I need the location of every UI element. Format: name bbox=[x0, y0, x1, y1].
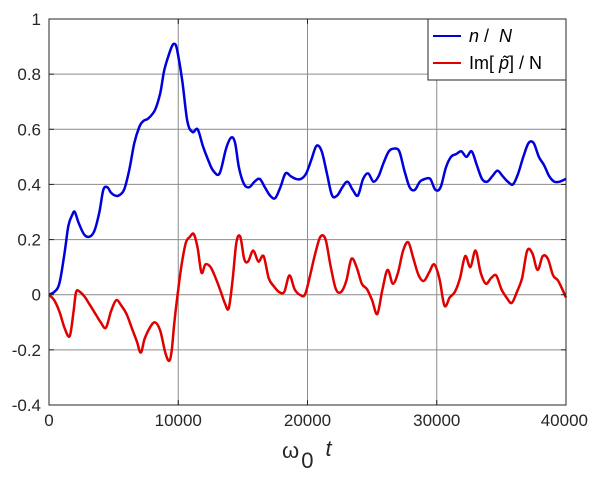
legend-box bbox=[427, 18, 567, 81]
x-tick-label: 30000 bbox=[413, 411, 460, 430]
tick-labels: 0 10000 20000 30000 40000 -0.4 -0.2 0 0.2 0.4 0.6 0… bbox=[12, 10, 588, 430]
y-tick-label: 0.6 bbox=[17, 120, 41, 139]
series-layer bbox=[48, 42, 568, 363]
x-axis-label-subscript: 0 bbox=[301, 448, 313, 473]
legend-label-im-p: Im[ p̃] / N bbox=[469, 53, 542, 73]
x-axis-label-symbol: ω bbox=[282, 438, 299, 463]
y-tick-label: 0.2 bbox=[17, 231, 41, 250]
series-line-n-over-N bbox=[48, 42, 567, 296]
y-tick-label: 0 bbox=[32, 286, 41, 305]
x-tick-label: 10000 bbox=[155, 411, 202, 430]
x-axis-label: ω0 t bbox=[282, 436, 332, 473]
x-tick-label: 0 bbox=[44, 411, 53, 430]
y-tick-label: -0.2 bbox=[12, 341, 41, 360]
y-tick-label: 1 bbox=[32, 10, 41, 29]
y-tick-label: 0.8 bbox=[17, 65, 41, 84]
grid bbox=[49, 19, 566, 405]
x-axis-label-var: t bbox=[325, 436, 332, 461]
legend-label-n-over-N: n / N bbox=[469, 26, 513, 46]
x-tick-label: 40000 bbox=[541, 411, 588, 430]
y-tick-label: -0.4 bbox=[12, 396, 41, 415]
x-tick-label: 20000 bbox=[284, 411, 331, 430]
series-line-im-p bbox=[48, 232, 568, 363]
legend: n / N Im[ p̃] / N bbox=[427, 18, 567, 81]
y-tick-label: 0.4 bbox=[17, 175, 41, 194]
